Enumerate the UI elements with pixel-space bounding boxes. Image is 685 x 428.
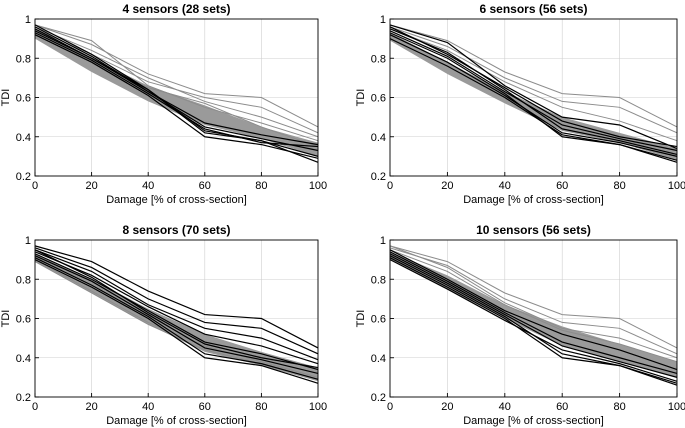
series-line-black <box>34 249 319 361</box>
series-line-black <box>34 257 319 380</box>
y-tick-label: 0.2 <box>16 392 31 404</box>
series-line-black <box>34 253 319 371</box>
x-tick-label: 0 <box>32 180 38 192</box>
series-line-black <box>34 32 319 148</box>
x-tick-label: 80 <box>613 180 625 192</box>
x-tick-label: 100 <box>309 401 327 413</box>
chart-panel: 0 20 40 60 80 100 0.2 0.4 0.6 0.8 1 4 sensors (28 s… <box>0 2 327 206</box>
y-tick-label: 0.6 <box>371 93 386 105</box>
x-tick-label: 40 <box>142 401 154 413</box>
x-tick-label: 20 <box>85 401 97 413</box>
y-tick-label: 1 <box>380 14 386 26</box>
chart-title: 10 sensors (56 sets) <box>476 223 591 237</box>
series-line-black <box>389 253 678 378</box>
series-line-black <box>34 30 319 163</box>
x-tick-label: 40 <box>499 401 511 413</box>
series-line-black <box>34 255 319 375</box>
y-tick-label: 0.8 <box>16 53 31 65</box>
y-axis-label: TDI <box>355 310 367 328</box>
chart-title: 4 sensors (28 sets) <box>122 2 230 16</box>
series-line-grey <box>34 26 319 138</box>
y-tick-label: 0.4 <box>371 132 386 144</box>
series-line-grey <box>389 245 678 349</box>
x-tick-label: 0 <box>32 401 38 413</box>
y-tick-label: 1 <box>380 235 386 247</box>
series-line-grey <box>34 24 319 128</box>
x-axis-label: Damage [% of cross-section] <box>106 415 247 427</box>
y-axis-label: TDI <box>355 89 367 107</box>
chart-panel: 0 20 40 60 80 100 0.2 0.4 0.6 0.8 1 8 sensors (70 s… <box>0 223 327 427</box>
series-line-black <box>389 259 678 382</box>
x-tick-label: 80 <box>255 180 267 192</box>
x-axis-label: Damage [% of cross-section] <box>106 194 247 206</box>
x-tick-label: 20 <box>441 401 453 413</box>
series-line-grey <box>389 26 678 134</box>
x-tick-label: 60 <box>199 180 211 192</box>
y-tick-label: 0.6 <box>16 314 31 326</box>
x-tick-label: 40 <box>499 180 511 192</box>
x-axis-label: Damage [% of cross-section] <box>463 415 604 427</box>
series-line-grey <box>34 259 319 378</box>
series-line-black <box>389 257 678 386</box>
series-band <box>35 253 318 382</box>
y-tick-label: 0.2 <box>16 171 31 183</box>
y-tick-label: 1 <box>25 14 31 26</box>
series-line-grey <box>389 245 678 359</box>
series-line-black <box>389 251 678 375</box>
x-tick-label: 40 <box>142 180 154 192</box>
y-axis-label: TDI <box>0 310 12 328</box>
chart-title: 6 sensors (56 sets) <box>479 2 587 16</box>
series-line-black <box>389 28 678 155</box>
y-tick-label: 0.8 <box>371 53 386 65</box>
x-tick-label: 0 <box>387 401 393 413</box>
x-tick-label: 100 <box>668 180 685 192</box>
series-band <box>35 28 318 157</box>
series-line-black <box>389 38 678 163</box>
series-line-black <box>34 251 319 365</box>
x-tick-label: 100 <box>668 401 685 413</box>
series-line-grey <box>34 24 319 142</box>
series-line-black <box>34 247 319 355</box>
y-axis-label: TDI <box>0 89 12 107</box>
y-tick-label: 0.4 <box>371 353 386 365</box>
x-tick-label: 80 <box>613 401 625 413</box>
y-tick-label: 0.2 <box>371 171 386 183</box>
y-tick-label: 0.4 <box>16 132 31 144</box>
chart-panel: 0 20 40 60 80 100 0.2 0.4 0.6 0.8 1 10 sensors (56 … <box>355 223 685 427</box>
y-tick-label: 0.8 <box>371 274 386 286</box>
y-tick-label: 0.6 <box>371 314 386 326</box>
series-line-black <box>34 34 319 159</box>
series-line-black <box>389 249 678 371</box>
chart-panel: 0 20 40 60 80 100 0.2 0.4 0.6 0.8 1 6 sensors (56 s… <box>355 2 685 206</box>
series-line-black <box>34 245 319 349</box>
x-tick-label: 20 <box>441 180 453 192</box>
x-tick-label: 0 <box>387 180 393 192</box>
series-line-black <box>389 26 678 148</box>
series-line-black <box>389 24 678 150</box>
x-tick-label: 80 <box>255 401 267 413</box>
x-tick-label: 100 <box>309 180 327 192</box>
chart-title: 8 sensors (70 sets) <box>122 223 230 237</box>
series-line-grey <box>389 249 678 363</box>
series-line-black <box>34 249 319 369</box>
y-tick-label: 0.8 <box>16 274 31 286</box>
y-tick-label: 0.2 <box>371 392 386 404</box>
y-tick-label: 0.4 <box>16 353 31 365</box>
y-tick-label: 0.6 <box>16 93 31 105</box>
series-line-grey <box>389 24 678 128</box>
x-tick-label: 60 <box>556 180 568 192</box>
series-band <box>390 251 677 378</box>
x-tick-label: 20 <box>85 180 97 192</box>
series-line-grey <box>389 247 678 355</box>
series-line-black <box>389 30 678 152</box>
y-tick-label: 1 <box>25 235 31 247</box>
x-tick-label: 60 <box>199 401 211 413</box>
series-line-black <box>389 34 678 157</box>
series-line-black <box>34 26 319 146</box>
series-line-black <box>34 259 319 384</box>
x-axis-label: Damage [% of cross-section] <box>463 194 604 206</box>
x-tick-label: 60 <box>556 401 568 413</box>
series-line-grey <box>389 28 678 142</box>
